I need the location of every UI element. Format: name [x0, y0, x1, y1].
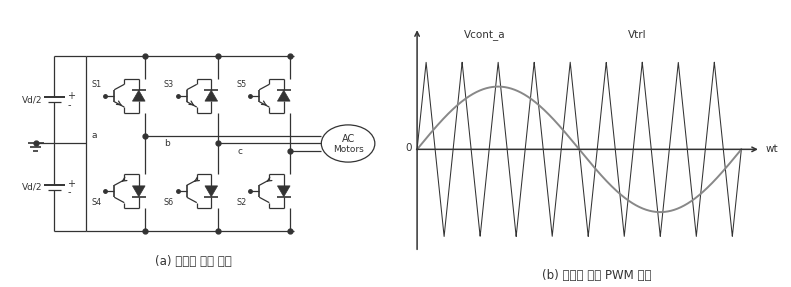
Text: AC: AC	[342, 134, 354, 144]
Text: (b) 삼각파 비교 PWM 방식: (b) 삼각파 비교 PWM 방식	[543, 269, 652, 282]
Text: Vd/2: Vd/2	[22, 95, 43, 104]
Text: Vtrl: Vtrl	[628, 30, 647, 40]
Text: c: c	[237, 147, 242, 156]
Text: S2: S2	[237, 198, 247, 207]
Text: Vcont_a: Vcont_a	[464, 30, 506, 40]
Text: S1: S1	[91, 80, 101, 89]
Text: wt: wt	[766, 144, 778, 154]
Polygon shape	[132, 186, 145, 197]
Text: Motors: Motors	[333, 145, 363, 154]
Text: S4: S4	[91, 198, 101, 207]
Text: S6: S6	[164, 198, 174, 207]
Text: -: -	[67, 188, 71, 197]
Text: +: +	[67, 91, 75, 101]
Text: b: b	[164, 139, 169, 148]
Polygon shape	[132, 90, 145, 101]
Text: a: a	[92, 131, 97, 140]
Text: -: -	[67, 100, 71, 110]
Polygon shape	[278, 186, 290, 197]
Text: (a) 인버터 회로 구성: (a) 인버터 회로 구성	[155, 255, 233, 267]
Polygon shape	[205, 186, 218, 197]
Polygon shape	[278, 90, 290, 101]
Text: 0: 0	[406, 143, 412, 153]
Text: S3: S3	[164, 80, 174, 89]
Text: S5: S5	[237, 80, 247, 89]
Polygon shape	[205, 90, 218, 101]
Text: Vd/2: Vd/2	[22, 183, 43, 192]
Text: +: +	[67, 179, 75, 189]
